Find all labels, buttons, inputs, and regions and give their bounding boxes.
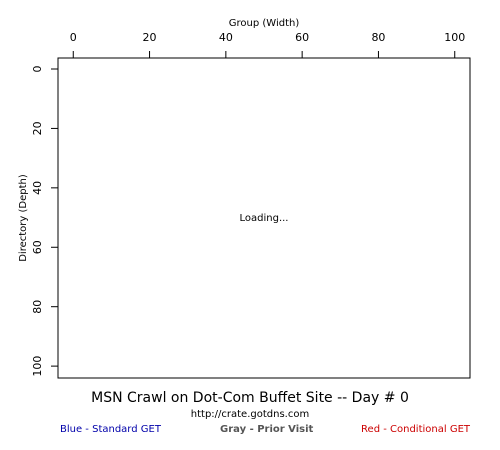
- y-tick-label: 60: [31, 240, 44, 254]
- y-tick-label: 80: [31, 300, 44, 314]
- x-axis-label: Group (Width): [229, 18, 300, 29]
- y-axis-label: Directory (Depth): [18, 174, 29, 262]
- x-tick-label: 80: [371, 31, 385, 44]
- legend-standard-get: Blue - Standard GET: [60, 424, 161, 435]
- x-tick-label: 20: [143, 31, 157, 44]
- plot-frame: [57, 57, 471, 379]
- legend-prior-visit: Gray - Prior Visit: [220, 424, 314, 435]
- x-tick-label: 60: [295, 31, 309, 44]
- y-tick-label: 100: [31, 356, 44, 377]
- x-tick-label: 40: [219, 31, 233, 44]
- x-tick-label: 0: [70, 31, 77, 44]
- y-tick-label: 40: [31, 181, 44, 195]
- y-tick-label: 20: [31, 121, 44, 135]
- ticks-layer: 0 20 40 60 80 100 0 20 40 60 80 100: [31, 31, 465, 377]
- chart-subtitle: http://crate.gotdns.com: [190, 409, 310, 420]
- y-tick-label: 0: [31, 66, 44, 73]
- x-tick-label: 100: [444, 31, 465, 44]
- chart-title: MSN Crawl on Dot-Com Buffet Site -- Day …: [91, 390, 409, 406]
- legend-conditional-get: Red - Conditional GET: [361, 424, 470, 435]
- loading-status: Loading...: [240, 213, 289, 224]
